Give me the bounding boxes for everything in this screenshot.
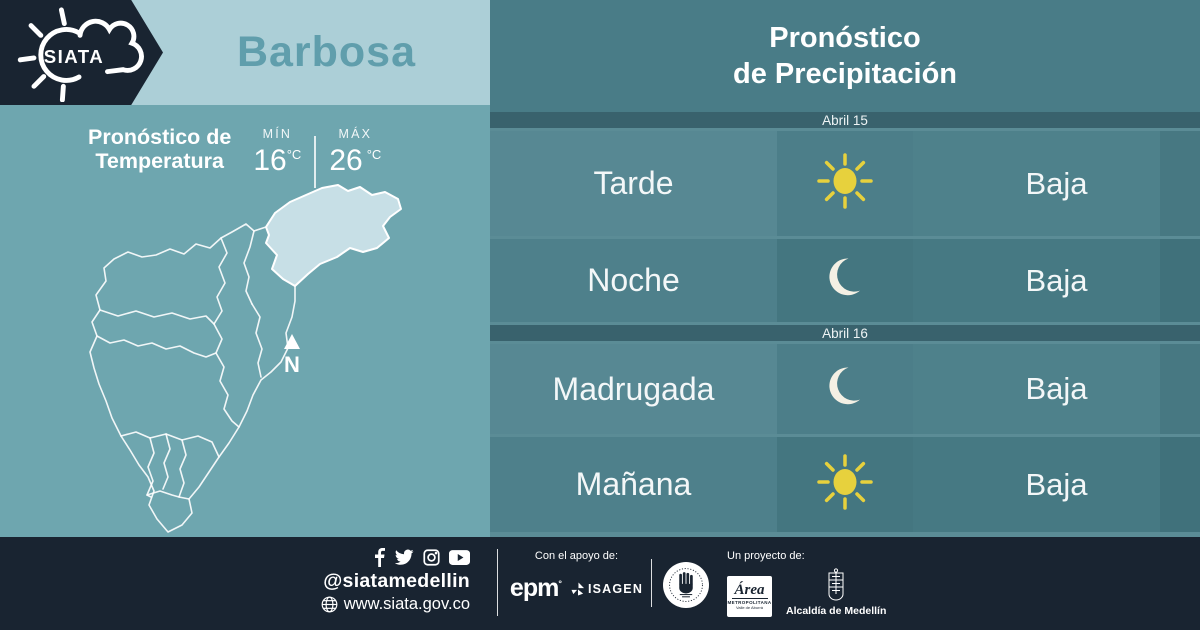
siata-logo-icon: SIATA: [17, 7, 144, 102]
precipitation-title: Pronóstico de Precipitación: [490, 0, 1200, 112]
isagen-pinwheel-icon: [571, 581, 585, 596]
forecast-period-label: Tarde: [490, 131, 777, 236]
sun-icon: [813, 450, 877, 519]
precipitation-panel: Pronóstico de Precipitación Abril 15 Tar…: [490, 0, 1200, 537]
temperature-header: Pronóstico de Temperatura MÍN 16°C MÁX 2…: [88, 125, 381, 188]
support-label: Con el apoyo de:: [534, 550, 619, 562]
epm-logo: epm°: [509, 574, 562, 602]
social-block: @siatamedellin www.siata.gov.co: [270, 546, 470, 614]
forecast-value: Baja: [913, 239, 1200, 322]
forecast-value: Baja: [913, 344, 1200, 434]
temperature-map-panel: N Pronóstico de Temperatura MÍN 16°C MÁX…: [0, 105, 490, 537]
website-link[interactable]: www.siata.gov.co: [343, 595, 470, 613]
highlighted-municipality-barbosa: [265, 184, 402, 287]
siata-logo-text: SIATA: [44, 46, 104, 67]
forecast-period-label: Madrugada: [490, 344, 777, 434]
forecast-row-madrugada: Madrugada Ba: [490, 344, 1200, 434]
twitter-icon[interactable]: [394, 549, 414, 566]
website-row[interactable]: www.siata.gov.co: [321, 595, 470, 614]
temperature-min: MÍN 16°C: [253, 127, 302, 177]
forecast-period-label: Noche: [490, 239, 777, 322]
sun-icon: [813, 149, 877, 218]
footer: @siatamedellin www.siata.gov.co Con el a…: [0, 537, 1200, 630]
project-block: Un proyecto de: Área METROPOLITANA Valle…: [727, 550, 886, 617]
forecast-icon-cell: [777, 239, 913, 322]
isagen-logo: ISAGEN: [571, 582, 643, 596]
temperature-minmax: MÍN 16°C MÁX 26 °C: [253, 127, 381, 188]
support-block: Con el apoyo de: epm° ISAGEN: [504, 550, 649, 603]
minmax-divider: [314, 136, 317, 188]
footer-divider: [651, 559, 652, 607]
forecast-period-label: Mañana: [490, 437, 777, 532]
temperature-max: MÁX 26 °C: [329, 127, 382, 177]
youtube-icon[interactable]: [449, 549, 470, 565]
project-label: Un proyecto de:: [727, 550, 805, 562]
forecast-icon-cell: [777, 437, 913, 532]
facebook-icon[interactable]: [374, 547, 385, 567]
north-label: N: [284, 352, 300, 377]
forecast-value: Baja: [913, 131, 1200, 236]
forecast-row-noche: Noche Baja: [490, 239, 1200, 322]
moon-icon: [822, 255, 868, 306]
date-band: Abril 15: [490, 112, 1200, 128]
aburra-valley-map: N: [89, 184, 402, 533]
alcaldia-medellin-logo: Alcaldía de Medellín: [786, 568, 886, 617]
moon-icon: [822, 364, 868, 415]
social-handle[interactable]: @siatamedellin: [323, 570, 470, 592]
north-arrow-icon: N: [284, 334, 300, 377]
brand-arrow: SIATA: [0, 0, 163, 105]
forecast-row-manana: Mañana Baja: [490, 437, 1200, 532]
temperature-title: Pronóstico de Temperatura: [88, 125, 232, 174]
forecast-row-tarde: Tarde Baja: [490, 131, 1200, 236]
university-seal-logo: [663, 562, 709, 608]
hand-icon: [679, 572, 693, 594]
forecast-icon-cell: [777, 344, 913, 434]
instagram-icon[interactable]: [423, 548, 440, 566]
alcaldia-crest-icon: [828, 568, 844, 601]
date-band: Abril 16: [490, 325, 1200, 341]
forecast-icon-cell: [777, 131, 913, 236]
area-metropolitana-logo: Área METROPOLITANA Valle de Aburrá: [727, 576, 772, 617]
globe-icon: [321, 596, 338, 613]
footer-divider: [497, 549, 498, 616]
social-icons: [374, 546, 470, 568]
municipality-boundaries: [89, 223, 296, 533]
location-title: Barbosa: [236, 28, 417, 76]
forecast-value: Baja: [913, 437, 1200, 532]
